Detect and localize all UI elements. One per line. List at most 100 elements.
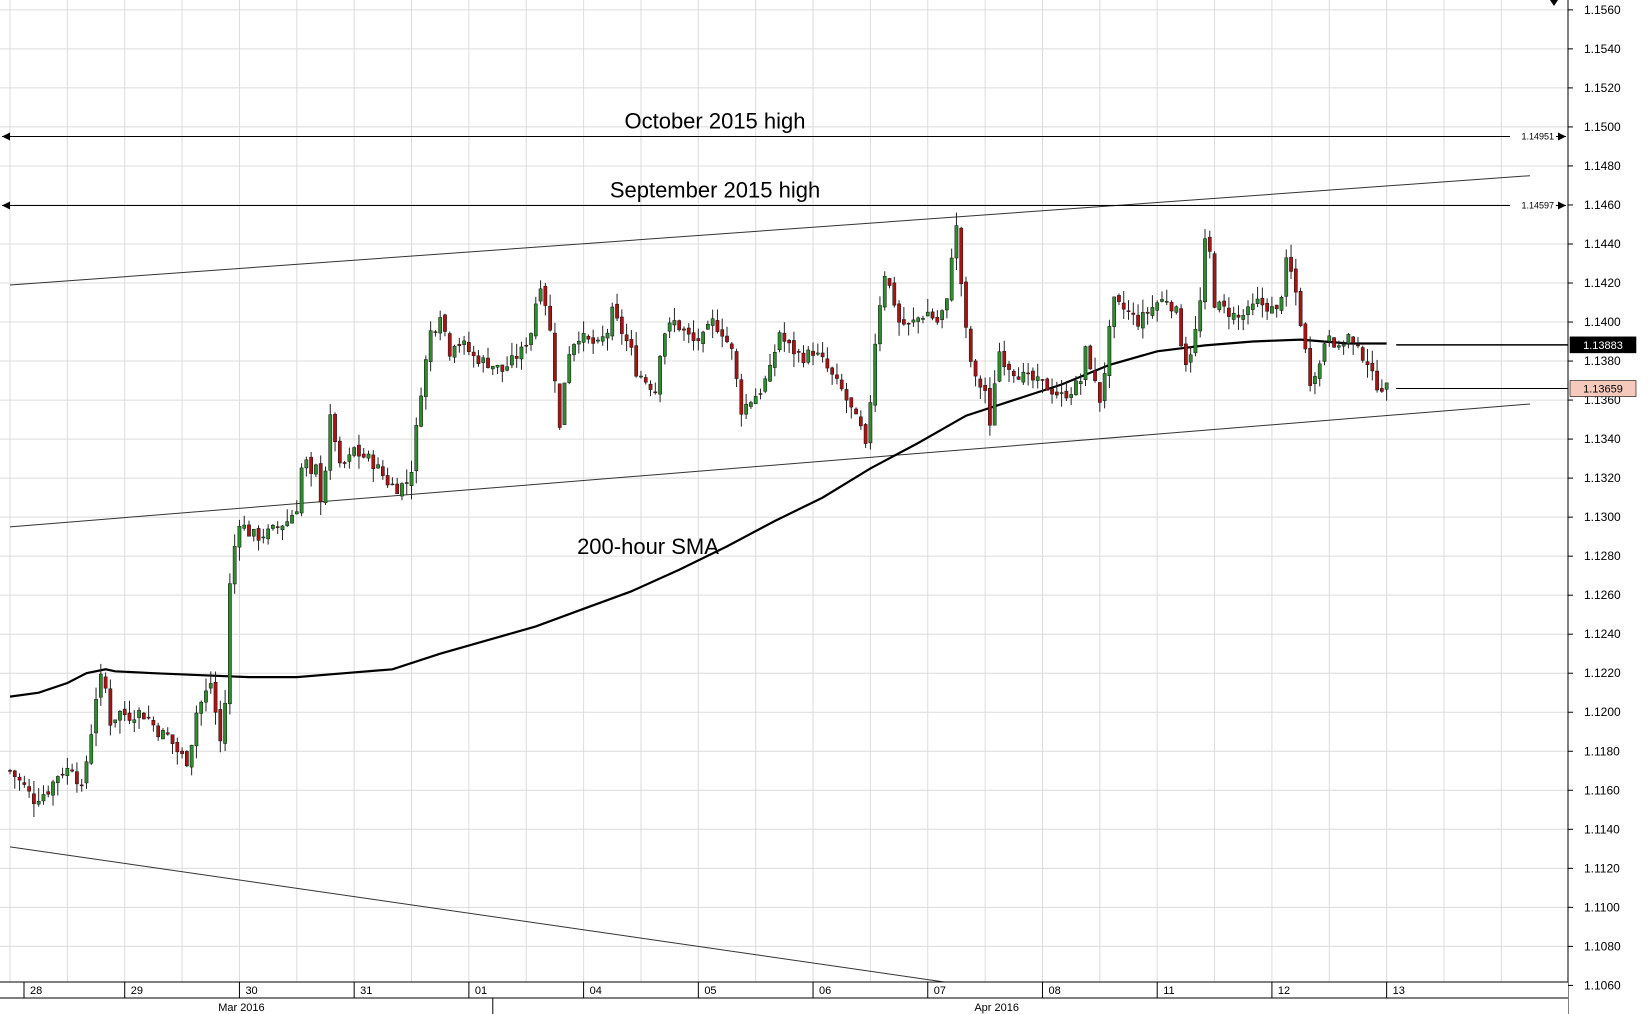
trendline <box>9 175 1531 286</box>
candle-body <box>983 385 987 391</box>
candle-body <box>605 332 610 339</box>
candle-body <box>992 383 997 426</box>
candle-body <box>935 316 940 323</box>
candle-body <box>22 782 27 785</box>
candle-body <box>17 776 22 781</box>
candle-body <box>1107 326 1112 377</box>
candle-body <box>428 330 433 362</box>
candle-body <box>691 332 696 341</box>
sma-line <box>9 338 1387 698</box>
candle-body <box>1141 312 1145 329</box>
candle-body <box>538 288 543 302</box>
candlesticks <box>8 212 1389 818</box>
candle-body <box>146 716 151 719</box>
candle-body <box>366 453 371 459</box>
candle-body <box>1021 371 1026 383</box>
candle-body <box>1136 314 1140 327</box>
candle-body <box>925 311 930 317</box>
candle-body <box>1279 297 1284 311</box>
candle-body <box>897 303 901 323</box>
annotations: 200-hour SMA <box>577 534 719 559</box>
candle-body <box>337 440 342 464</box>
candle-body <box>1336 345 1341 348</box>
candle-body <box>419 395 423 427</box>
candle-body <box>242 524 247 529</box>
candle-body <box>1380 388 1384 392</box>
day-label: 01 <box>475 985 487 997</box>
candle-body <box>223 702 227 744</box>
candle-body <box>902 319 906 325</box>
candle-body <box>768 365 772 382</box>
candle-body <box>328 414 333 471</box>
candle-body <box>1121 302 1126 310</box>
candle-body <box>801 352 806 363</box>
day-label: 13 <box>1393 985 1405 997</box>
candle-body <box>1112 296 1117 327</box>
candle-body <box>70 769 74 772</box>
candle-body <box>715 320 720 332</box>
candle-body <box>1375 370 1379 391</box>
candle-body <box>906 322 911 325</box>
y-tick-label: 1.1560 <box>1584 3 1621 17</box>
candle-body <box>940 310 944 320</box>
candle-body <box>438 317 443 334</box>
candle-body <box>739 379 744 415</box>
candle-body <box>634 345 639 377</box>
candle-body <box>658 356 662 395</box>
day-label: 06 <box>819 985 831 997</box>
candle-body <box>390 483 395 486</box>
candle-body <box>796 351 801 353</box>
day-label: 30 <box>245 985 257 997</box>
candle-body <box>1274 304 1279 310</box>
candle-body <box>8 770 12 772</box>
candle-body <box>486 357 490 368</box>
candle-body <box>84 761 89 784</box>
candle-body <box>94 699 98 734</box>
candle-body <box>55 776 60 784</box>
candle-body <box>89 734 94 764</box>
annotation-label: 200-hour SMA <box>577 534 719 559</box>
candle-body <box>1212 253 1217 308</box>
candle-body <box>1097 382 1102 403</box>
candle-body <box>1207 236 1212 252</box>
y-tick-label: 1.1200 <box>1584 705 1621 719</box>
y-tick-label: 1.1300 <box>1584 510 1621 524</box>
candle-body <box>567 354 572 383</box>
candle-body <box>849 397 854 408</box>
candle-body <box>490 365 495 370</box>
candle-body <box>911 319 916 323</box>
price-markers: 1.13883 1.13659 <box>1396 336 1637 397</box>
level-annotation: September 2015 high <box>610 178 820 203</box>
candle-body <box>639 375 643 378</box>
candle-body <box>787 340 791 344</box>
candle-body <box>457 343 462 346</box>
candle-body <box>232 546 237 585</box>
candle-body <box>868 402 873 444</box>
candle-body <box>1346 334 1351 344</box>
y-tick-label: 1.1060 <box>1584 978 1621 992</box>
y-axis-panel <box>1568 0 1651 1014</box>
candle-body <box>108 688 113 726</box>
candle-body <box>424 359 428 397</box>
candle-body <box>218 709 223 742</box>
level-annotation: October 2015 high <box>624 108 805 133</box>
day-label: 04 <box>590 985 602 997</box>
candle-body <box>1203 238 1207 303</box>
candle-body <box>1155 302 1160 311</box>
candle-body <box>591 337 596 344</box>
candle-body <box>1298 291 1303 326</box>
candle-body <box>619 316 624 334</box>
candle-body <box>806 349 811 363</box>
candle-body <box>1289 257 1293 272</box>
candle-body <box>433 331 438 333</box>
candle-body <box>1088 345 1093 370</box>
candle-body <box>615 303 619 319</box>
candle-body <box>988 388 992 426</box>
candle-body <box>199 701 204 714</box>
month-label: Apr 2016 <box>974 1002 1019 1014</box>
candle-body <box>385 475 390 486</box>
candle-body <box>304 459 309 469</box>
y-tick-label: 1.1320 <box>1584 471 1621 485</box>
candle-body <box>1351 336 1356 344</box>
